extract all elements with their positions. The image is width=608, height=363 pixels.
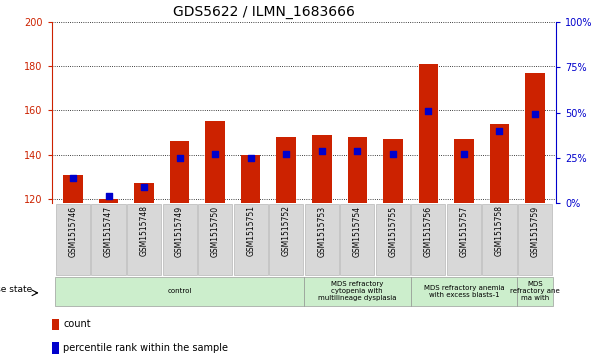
Bar bbox=[525, 73, 545, 203]
Point bbox=[317, 148, 326, 154]
Text: GSM1515751: GSM1515751 bbox=[246, 205, 255, 256]
Text: GSM1515752: GSM1515752 bbox=[282, 205, 291, 256]
Text: GSM1515748: GSM1515748 bbox=[140, 205, 148, 256]
Bar bbox=[277, 137, 296, 203]
Text: GSM1515758: GSM1515758 bbox=[495, 205, 504, 256]
Point bbox=[494, 128, 504, 134]
Bar bbox=[312, 135, 331, 203]
Bar bbox=[134, 183, 154, 203]
Text: GSM1515759: GSM1515759 bbox=[531, 205, 539, 257]
Point bbox=[68, 175, 78, 181]
Bar bbox=[206, 121, 225, 203]
Point bbox=[530, 111, 540, 117]
Bar bbox=[454, 139, 474, 203]
Text: percentile rank within the sample: percentile rank within the sample bbox=[63, 343, 228, 353]
FancyBboxPatch shape bbox=[233, 204, 268, 275]
Point bbox=[246, 155, 255, 161]
FancyBboxPatch shape bbox=[410, 277, 517, 306]
Text: MDS refractory
cytopenia with
multilineage dysplasia: MDS refractory cytopenia with multilinea… bbox=[318, 281, 396, 301]
Text: disease state: disease state bbox=[0, 285, 32, 294]
Title: GDS5622 / ILMN_1683666: GDS5622 / ILMN_1683666 bbox=[173, 5, 354, 19]
Text: GSM1515755: GSM1515755 bbox=[389, 205, 398, 257]
Text: GSM1515747: GSM1515747 bbox=[104, 205, 113, 257]
Text: GSM1515749: GSM1515749 bbox=[175, 205, 184, 257]
FancyBboxPatch shape bbox=[518, 204, 552, 275]
Text: count: count bbox=[63, 319, 91, 330]
Text: GSM1515750: GSM1515750 bbox=[210, 205, 219, 257]
Bar bbox=[170, 141, 189, 203]
FancyBboxPatch shape bbox=[55, 277, 304, 306]
FancyBboxPatch shape bbox=[162, 204, 196, 275]
FancyBboxPatch shape bbox=[517, 277, 553, 306]
Point bbox=[174, 155, 184, 161]
Bar bbox=[419, 64, 438, 203]
FancyBboxPatch shape bbox=[447, 204, 481, 275]
Point bbox=[210, 151, 220, 157]
Point bbox=[388, 151, 398, 157]
Text: GSM1515746: GSM1515746 bbox=[69, 205, 77, 257]
Text: MDS
refractory ane
ma with: MDS refractory ane ma with bbox=[510, 281, 560, 301]
Point bbox=[139, 184, 149, 190]
FancyBboxPatch shape bbox=[269, 204, 303, 275]
Point bbox=[104, 193, 114, 199]
Text: GSM1515757: GSM1515757 bbox=[460, 205, 468, 257]
Bar bbox=[52, 319, 59, 330]
Point bbox=[282, 151, 291, 157]
Bar bbox=[98, 199, 119, 203]
FancyBboxPatch shape bbox=[91, 204, 126, 275]
Text: GSM1515753: GSM1515753 bbox=[317, 205, 326, 257]
FancyBboxPatch shape bbox=[305, 204, 339, 275]
Bar bbox=[348, 137, 367, 203]
Text: GSM1515754: GSM1515754 bbox=[353, 205, 362, 257]
Point bbox=[459, 151, 469, 157]
FancyBboxPatch shape bbox=[340, 204, 375, 275]
FancyBboxPatch shape bbox=[482, 204, 517, 275]
Bar bbox=[52, 342, 59, 354]
FancyBboxPatch shape bbox=[56, 204, 90, 275]
FancyBboxPatch shape bbox=[376, 204, 410, 275]
Text: control: control bbox=[167, 288, 192, 294]
FancyBboxPatch shape bbox=[198, 204, 232, 275]
FancyBboxPatch shape bbox=[304, 277, 410, 306]
Bar bbox=[383, 139, 402, 203]
FancyBboxPatch shape bbox=[412, 204, 446, 275]
Text: GSM1515756: GSM1515756 bbox=[424, 205, 433, 257]
Point bbox=[353, 148, 362, 154]
Bar bbox=[63, 175, 83, 203]
Bar bbox=[489, 123, 510, 203]
Point bbox=[424, 108, 434, 114]
Text: MDS refractory anemia
with excess blasts-1: MDS refractory anemia with excess blasts… bbox=[424, 285, 504, 298]
FancyBboxPatch shape bbox=[127, 204, 161, 275]
Bar bbox=[241, 155, 260, 203]
